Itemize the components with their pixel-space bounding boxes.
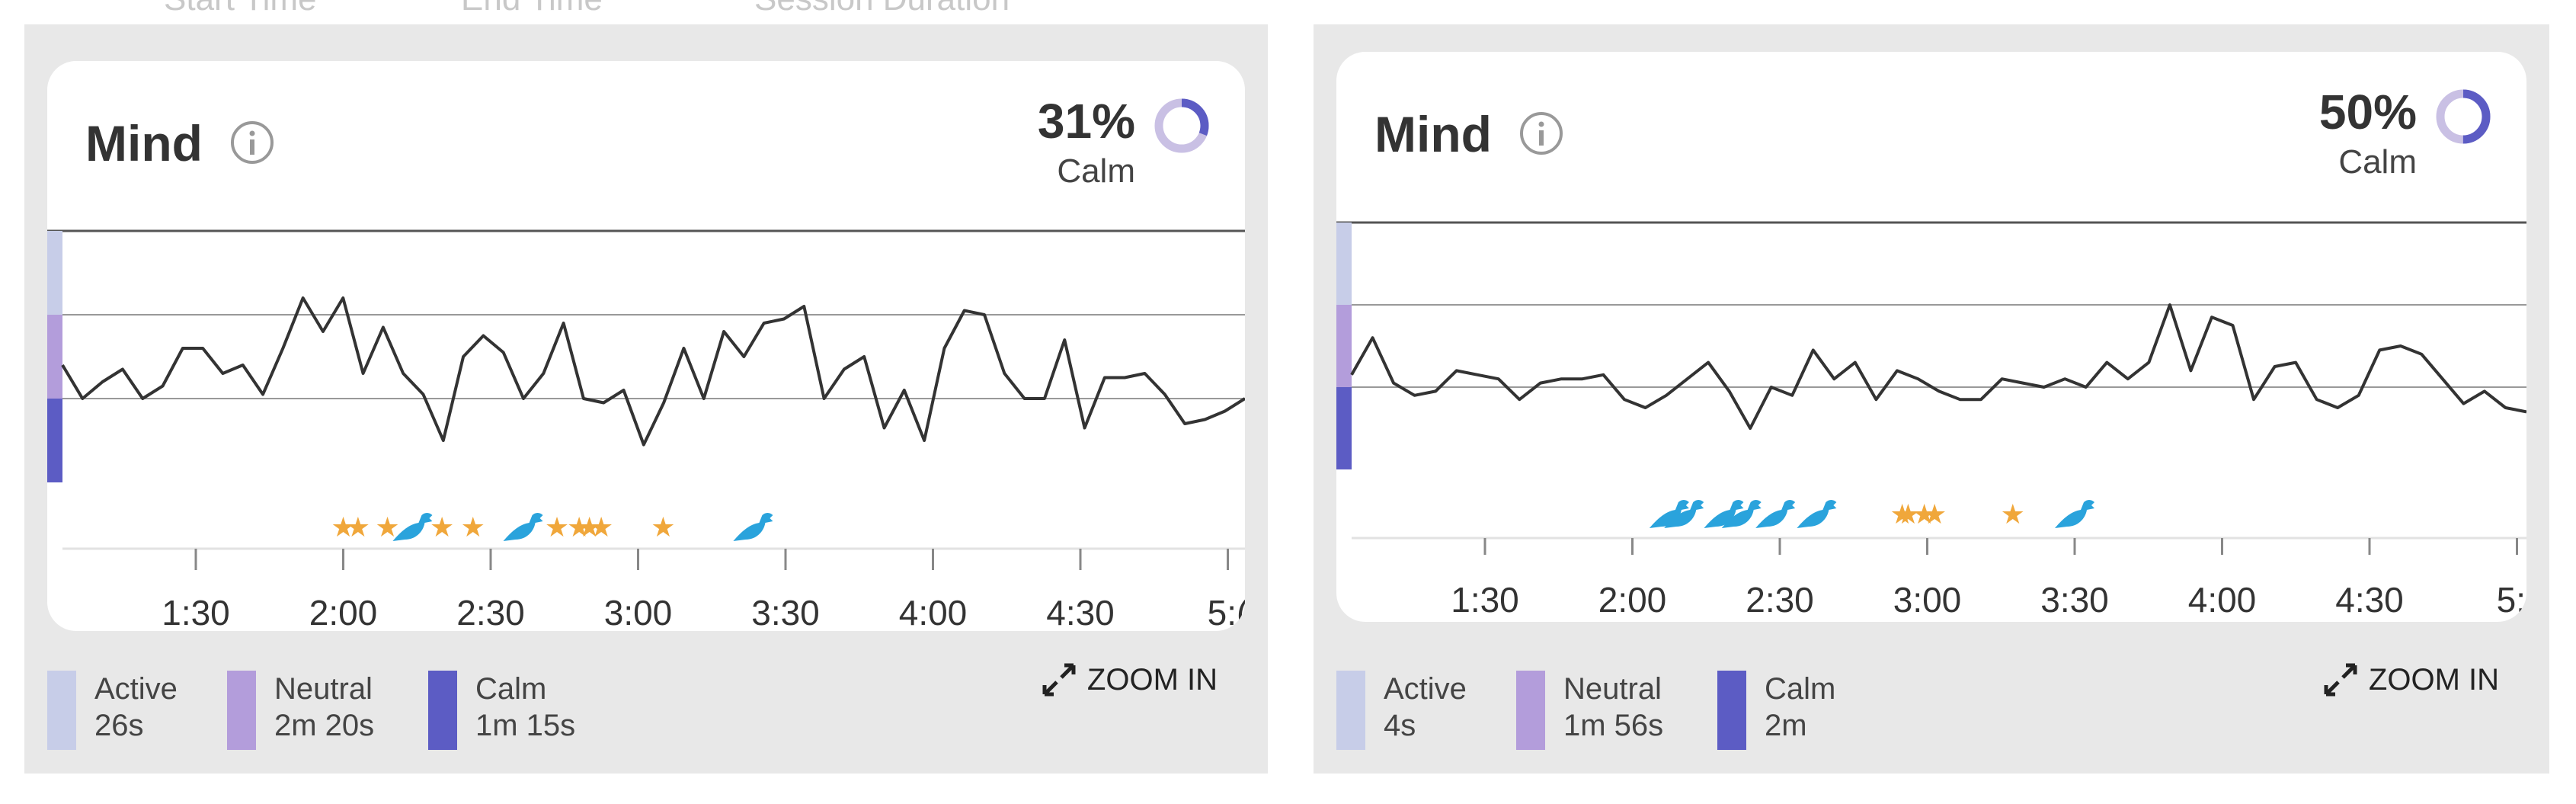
star-icon: ★ (567, 512, 591, 543)
star-icon: ★ (2001, 499, 2025, 530)
legend-value: 1m 15s (475, 709, 576, 742)
star-icon: ★ (346, 512, 370, 543)
legend-value: 4s (1384, 709, 1416, 742)
calm-label: Calm (1057, 152, 1135, 190)
mind-activity-line (61, 296, 1245, 447)
zoom-in-label: ZOOM IN (1086, 662, 1218, 697)
x-tick-label: 3:30 (751, 593, 820, 631)
star-icon: ★ (545, 512, 569, 543)
x-tick-label: 4:30 (2335, 580, 2404, 620)
session-duration-label: Session Duration (754, 0, 1010, 18)
legend-name: Calm (1765, 672, 1836, 706)
end-time-label: End Time (461, 0, 603, 18)
legend-value: 2m 20s (274, 709, 375, 742)
info-icon[interactable] (1519, 111, 1563, 155)
x-tick-label: 1:30 (162, 593, 230, 631)
bird-icon (392, 513, 433, 541)
zoom-in-button[interactable]: ZOOM IN (2320, 657, 2499, 703)
start-time-label: Start Time (164, 0, 317, 18)
zoom-in-button[interactable]: ZOOM IN (1038, 657, 1218, 703)
legend-value: 26s (94, 709, 144, 742)
bird-icon (2055, 500, 2094, 528)
x-tick-label: 4:00 (899, 593, 968, 631)
x-tick-label: 2:00 (309, 593, 378, 631)
neutral-zone-bar (47, 315, 62, 399)
calm-summary: 50% Calm (2295, 81, 2493, 181)
calm-ring-icon (2436, 89, 2491, 144)
x-tick-label: 2:00 (1598, 580, 1667, 620)
top-strip: Start Time End Time Session Duration (0, 0, 2576, 24)
star-icon: ★ (461, 512, 485, 543)
mind-panel-2: Mind 50% Calm 1:30 2:00 2:30 3:00 3:30 4:00 4:… (1314, 24, 2549, 774)
active-zone-bar (1336, 223, 1352, 305)
x-tick-label: 4:00 (2188, 580, 2257, 620)
legend-value: 1m 56s (1563, 709, 1664, 742)
neutral-zone-bar (1336, 305, 1352, 387)
legend-name: Neutral (274, 672, 373, 706)
x-tick-label: 3:00 (604, 593, 673, 631)
star-icon: ★ (1890, 499, 1914, 530)
legend-name: Neutral (1563, 672, 1662, 706)
star-icon: ★ (331, 512, 355, 543)
active-swatch (47, 671, 76, 750)
star-icon: ★ (651, 512, 675, 543)
mind-activity-line (1350, 303, 2526, 430)
bird-icon (733, 513, 773, 541)
x-tick-label: 4:30 (1046, 593, 1115, 631)
expand-icon (2324, 663, 2357, 697)
x-tick-label: 5:( (2497, 580, 2526, 620)
mind-chart: 1:302:002:303:003:304:004:305:(★★★★★ (1336, 221, 2526, 620)
calm-label: Calm (2338, 143, 2417, 181)
zoom-in-label: ZOOM IN (2368, 662, 2499, 697)
mind-panel-1: Mind 31% Calm 1:30 2:00 2:30 3:00 3:30 4:00 4:… (24, 24, 1268, 774)
x-tick-label: 1:30 (1451, 580, 1519, 620)
x-tick-label: 3:30 (2040, 580, 2109, 620)
calm-zone-bar (47, 399, 62, 482)
bird-icon (1755, 500, 1796, 528)
calm-ring-arc (2436, 89, 2491, 144)
star-icon: ★ (1912, 499, 1936, 530)
mind-card: Mind 31% Calm 1:30 2:00 2:30 3:00 3:30 4:00 4:… (47, 61, 1245, 631)
calm-summary: 31% Calm (1013, 90, 1211, 190)
card-title: Mind (1374, 106, 1492, 162)
neutral-swatch (227, 671, 256, 750)
bird-icon (503, 513, 543, 541)
active-swatch (1336, 671, 1365, 750)
star-icon: ★ (589, 512, 613, 543)
info-icon[interactable] (230, 120, 274, 165)
bird-icon (1797, 500, 1837, 528)
card-title: Mind (85, 115, 203, 171)
legend-name: Active (94, 672, 178, 706)
calm-zone-bar (1336, 387, 1352, 469)
star-icon: ★ (430, 512, 454, 543)
legend: Active 26s Neutral 2m 20s Calm 1m 15s (47, 671, 1245, 754)
calm-percent: 50% (2318, 85, 2417, 139)
bird-icon (1649, 500, 1689, 528)
x-tick-label: 3:00 (1893, 580, 1962, 620)
x-tick-label: 5:( (1208, 593, 1245, 631)
legend: Active 4s Neutral 1m 56s Calm 2m (1336, 671, 2526, 754)
active-zone-bar (47, 231, 62, 315)
legend-name: Active (1384, 672, 1467, 706)
legend-value: 2m (1765, 709, 1807, 742)
neutral-swatch (1516, 671, 1545, 750)
star-icon: ★ (1896, 499, 1920, 530)
calm-ring-arc (1154, 98, 1209, 153)
bird-icon (1704, 500, 1744, 528)
mind-card: Mind 50% Calm 1:30 2:00 2:30 3:00 3:30 4:00 4:… (1336, 52, 2526, 622)
star-icon: ★ (1922, 499, 1947, 530)
calm-percent: 31% (1037, 94, 1135, 149)
calm-ring-icon (1154, 98, 1209, 153)
x-tick-label: 2:30 (1746, 580, 1814, 620)
calm-swatch (1717, 671, 1746, 750)
bird-icon (1664, 500, 1704, 528)
mind-chart: 1:30 2:00 2:30 3:00 3:30 4:00 4:30 5:(★★ ★ ★ ★ ★★★★… (47, 229, 1245, 631)
x-tick-label: 2:30 (456, 593, 525, 631)
expand-icon (1042, 663, 1076, 697)
legend-name: Calm (475, 672, 547, 706)
star-icon: ★ (578, 512, 602, 543)
bird-icon (1721, 500, 1762, 528)
calm-swatch (428, 671, 457, 750)
